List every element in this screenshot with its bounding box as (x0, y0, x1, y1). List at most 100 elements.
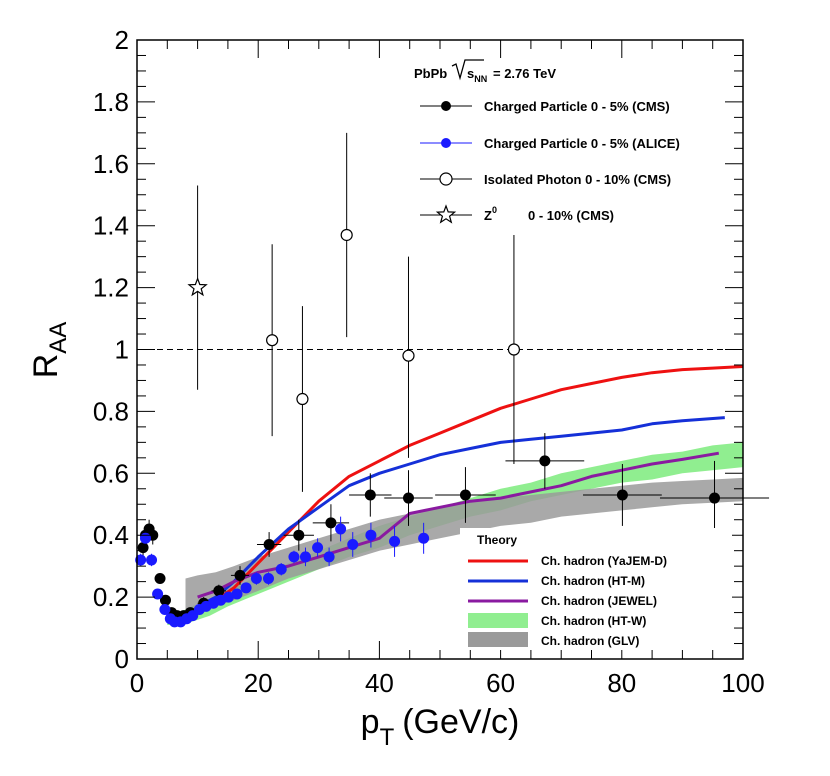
svg-text:sNN: sNN (467, 66, 487, 84)
legend-cms-marker (441, 101, 451, 111)
legend-z-label: 0 - 10% (CMS) (528, 208, 614, 223)
legend-jewel-label: Ch. hadron (JEWEL) (541, 594, 657, 608)
data-point (299, 551, 311, 563)
data-point-open (507, 343, 521, 356)
band-7 (167, 442, 744, 625)
legend-alice-label: Charged Particle 0 - 5% (ALICE) (484, 136, 680, 151)
data-point (364, 489, 376, 501)
data-point (389, 535, 401, 547)
y-tick-label: 0 (115, 644, 129, 674)
data-point (240, 582, 252, 594)
legend-photon-label: Isolated Photon 0 - 10% (CMS) (484, 172, 671, 187)
data-point (288, 551, 300, 563)
y-tick-label: 0.4 (93, 520, 129, 550)
header-sqrt-sub: NN (474, 74, 487, 84)
legend-glv-label: Ch. hadron (GLV) (541, 634, 639, 648)
data-point (159, 594, 171, 606)
legend-cms-label: Charged Particle 0 - 5% (CMS) (484, 99, 670, 114)
theory-legend-title: Theory (477, 533, 517, 547)
data-point (139, 532, 151, 544)
data-point (325, 517, 337, 529)
y-tick-label: 0.2 (93, 582, 129, 612)
collision-header: PbPb sNN = 2.76 TeV (414, 59, 556, 84)
legend-alice-marker (441, 138, 451, 148)
theory-legend: Theory Ch. hadron (YaJEM-D) Ch. hadron (… (460, 528, 732, 650)
x-tick-label: 20 (244, 668, 273, 698)
theory-line-5 (196, 416, 725, 608)
band-8 (185, 477, 743, 610)
x-axis-title: pT (GeV/c) (361, 703, 520, 751)
data-point (418, 532, 430, 544)
header-system: PbPb (414, 66, 447, 81)
sqrt-sign (451, 59, 484, 81)
header-sqrt-s: s (467, 66, 474, 81)
data-point (616, 489, 628, 501)
data-point (223, 591, 235, 603)
y-tick-label: 1.8 (93, 87, 129, 117)
svg-text:PbPb: PbPb (414, 66, 447, 81)
theory-legend-bg (460, 528, 732, 650)
data-legend: Charged Particle 0 - 5% (CMS) Charged Pa… (420, 99, 680, 224)
data-point (154, 573, 166, 585)
data-point (159, 603, 171, 615)
data-point (709, 492, 721, 504)
data-point (275, 563, 287, 575)
data-point (347, 538, 359, 550)
data-point (137, 542, 149, 554)
y-tick-label: 1.6 (93, 149, 129, 179)
header-energy: = 2.76 TeV (493, 66, 556, 81)
data-point (323, 551, 335, 563)
theory-line-6 (197, 451, 720, 599)
data-point (293, 529, 305, 541)
data-point (263, 573, 275, 585)
x-tick-label: 0 (130, 668, 144, 698)
data-point (539, 455, 551, 467)
x-axis-title-unit: (GeV/c) (402, 703, 519, 741)
x-tick-label: 80 (607, 668, 636, 698)
data-point-open (402, 349, 415, 362)
data-point (213, 585, 225, 597)
y-tick-label: 1 (115, 335, 129, 365)
data-point (402, 492, 414, 504)
x-axis-title-main: p (361, 703, 380, 741)
x-tick-label: 60 (486, 668, 515, 698)
legend-htw-label: Ch. hadron (HT-W) (541, 614, 646, 628)
theory-line-4 (197, 365, 744, 608)
data-point-open (340, 228, 353, 242)
data-point-open (266, 334, 279, 347)
data-point (234, 569, 246, 581)
data-point (135, 554, 147, 566)
data-point (231, 588, 243, 600)
svg-text:Z0: Z0 (484, 205, 497, 223)
y-tick-label: 0.6 (93, 458, 129, 488)
data-point (250, 573, 262, 585)
legend-yajem-label: Ch. hadron (YaJEM-D) (541, 554, 667, 568)
y-axis-title-main: R (27, 354, 65, 379)
data-point (146, 554, 158, 566)
data-point (312, 542, 324, 554)
legend-z-marker (435, 204, 457, 224)
legend-z-sup: 0 (492, 205, 497, 215)
legend-photon-marker (439, 172, 453, 186)
legend-htw-swatch (468, 613, 528, 628)
y-tick-label: 2 (115, 25, 129, 55)
y-axis-title-sub: AA (45, 322, 72, 354)
data-point (335, 523, 347, 535)
x-tick-label: 40 (365, 668, 394, 698)
data-point (365, 529, 377, 541)
data-point-open (296, 392, 309, 406)
y-tick-label: 0.8 (93, 396, 129, 426)
legend-glv-swatch (468, 632, 528, 647)
data-point (263, 538, 275, 550)
legend-z-symbol: Z (484, 208, 492, 223)
x-axis-title-sub: T (380, 724, 395, 751)
data-point-star (187, 276, 208, 297)
legend-htm-label: Ch. hadron (HT-M) (541, 574, 645, 588)
data-point (459, 489, 471, 501)
data-point (152, 588, 164, 600)
y-axis-title: RAA (27, 322, 72, 379)
x-tick-label: 100 (721, 668, 764, 698)
y-tick-label: 1.2 (93, 273, 129, 303)
y-tick-label: 1.4 (93, 211, 129, 241)
